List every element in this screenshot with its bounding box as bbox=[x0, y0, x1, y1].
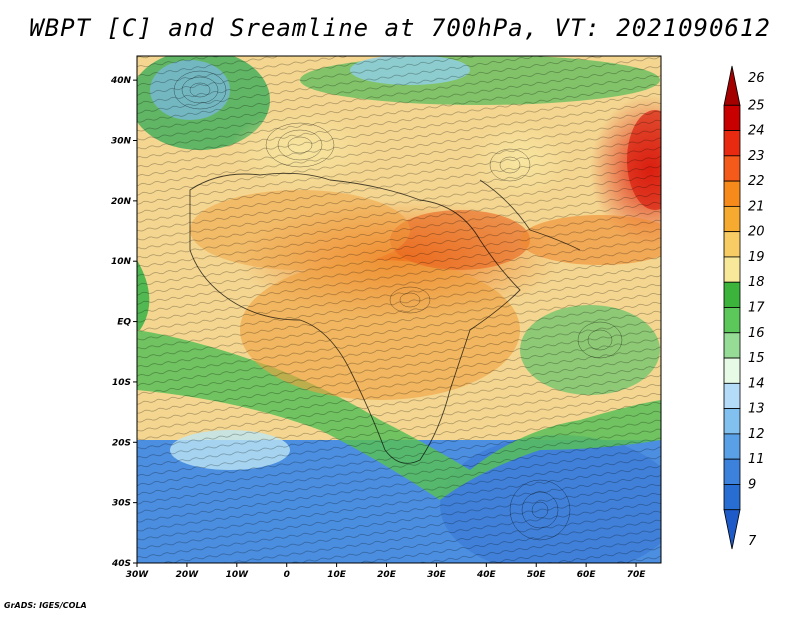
lat-label: 40N bbox=[110, 76, 132, 86]
colorbar-swatch bbox=[723, 408, 741, 435]
colorbar-swatch bbox=[723, 307, 741, 334]
colorbar-label: 11 bbox=[748, 452, 765, 467]
colorbar-label: 24 bbox=[748, 124, 765, 139]
lon-label: 10W bbox=[226, 570, 250, 580]
lon-label: 30E bbox=[427, 570, 447, 580]
lon-label: 30W bbox=[126, 570, 150, 580]
colorbar-label: 7 bbox=[748, 534, 757, 549]
lat-label: 30N bbox=[111, 137, 132, 147]
lon-label: 70E bbox=[627, 570, 647, 580]
colorbar-label: 17 bbox=[748, 301, 765, 316]
lon-label: 50E bbox=[527, 570, 547, 580]
grads-credit: GrADS: IGES/COLA bbox=[4, 601, 87, 610]
colorbar-label: 26 bbox=[748, 71, 765, 86]
colorbar-swatch bbox=[723, 484, 741, 511]
lat-label: 40S bbox=[111, 559, 131, 569]
colorbar-swatch bbox=[723, 180, 741, 207]
colorbar-label: 20 bbox=[748, 225, 765, 240]
colorbar-swatch bbox=[723, 155, 741, 182]
colorbar-label: 14 bbox=[748, 376, 765, 391]
lat-label: 20S bbox=[112, 438, 131, 448]
colorbar-swatch bbox=[723, 256, 741, 283]
colorbar-swatch bbox=[723, 458, 741, 485]
colorbar-swatch bbox=[723, 65, 741, 106]
map-frame bbox=[136, 55, 662, 564]
colorbar-swatch bbox=[723, 509, 741, 550]
colorbar-label: 21 bbox=[748, 199, 765, 214]
colorbar-swatch bbox=[723, 205, 741, 233]
colorbar-label: 16 bbox=[748, 326, 765, 341]
lat-label: 20N bbox=[111, 197, 132, 207]
lon-label: 20E bbox=[377, 570, 397, 580]
colorbar-swatch bbox=[723, 281, 741, 308]
longitude-axis: 30W 20W 10W 0 10E 20E 30E 40E 50E 60E 70E bbox=[126, 563, 646, 580]
colorbar-label: 13 bbox=[748, 402, 765, 417]
colorbar-swatch bbox=[723, 130, 741, 157]
colorbar-label: 12 bbox=[748, 427, 765, 442]
lon-label: 20W bbox=[176, 570, 200, 580]
colorbar-label: 19 bbox=[748, 250, 765, 265]
colorbar-label: 25 bbox=[748, 98, 765, 113]
colorbar-label: 9 bbox=[748, 477, 756, 492]
colorbar-swatch bbox=[723, 433, 741, 460]
colorbar-swatch bbox=[723, 332, 741, 359]
colorbar-swatch bbox=[723, 104, 741, 131]
colorbar-label: 22 bbox=[748, 174, 765, 189]
colorbar-label: 15 bbox=[748, 351, 765, 366]
lon-label: 10E bbox=[327, 570, 347, 580]
lat-label: 10S bbox=[112, 378, 131, 388]
colorbar-swatch bbox=[723, 231, 741, 258]
wbpt-field bbox=[137, 56, 661, 563]
chart-title: WBPT [C] and Sreamline at 700hPa, VT: 20… bbox=[29, 14, 771, 42]
lon-label: 40E bbox=[476, 570, 497, 580]
colorbar-label: 18 bbox=[748, 275, 765, 290]
lon-label: 60E bbox=[577, 570, 597, 580]
lat-label: 30S bbox=[112, 499, 131, 509]
lat-label: EQ bbox=[117, 318, 131, 328]
latitude-axis: 40N 30N 20N 10N EQ 10S 20S 30S 40S bbox=[110, 76, 137, 569]
colorbar-swatch bbox=[723, 357, 741, 384]
colorbar: 26 25 24 23 22 21 20 19 18 17 16 15 14 13 12 11 9 7 bbox=[723, 65, 765, 550]
colorbar-swatch bbox=[723, 382, 741, 410]
colorbar-label: 23 bbox=[748, 149, 765, 164]
lat-label: 10N bbox=[111, 257, 132, 267]
lon-label: 0 bbox=[284, 570, 290, 580]
